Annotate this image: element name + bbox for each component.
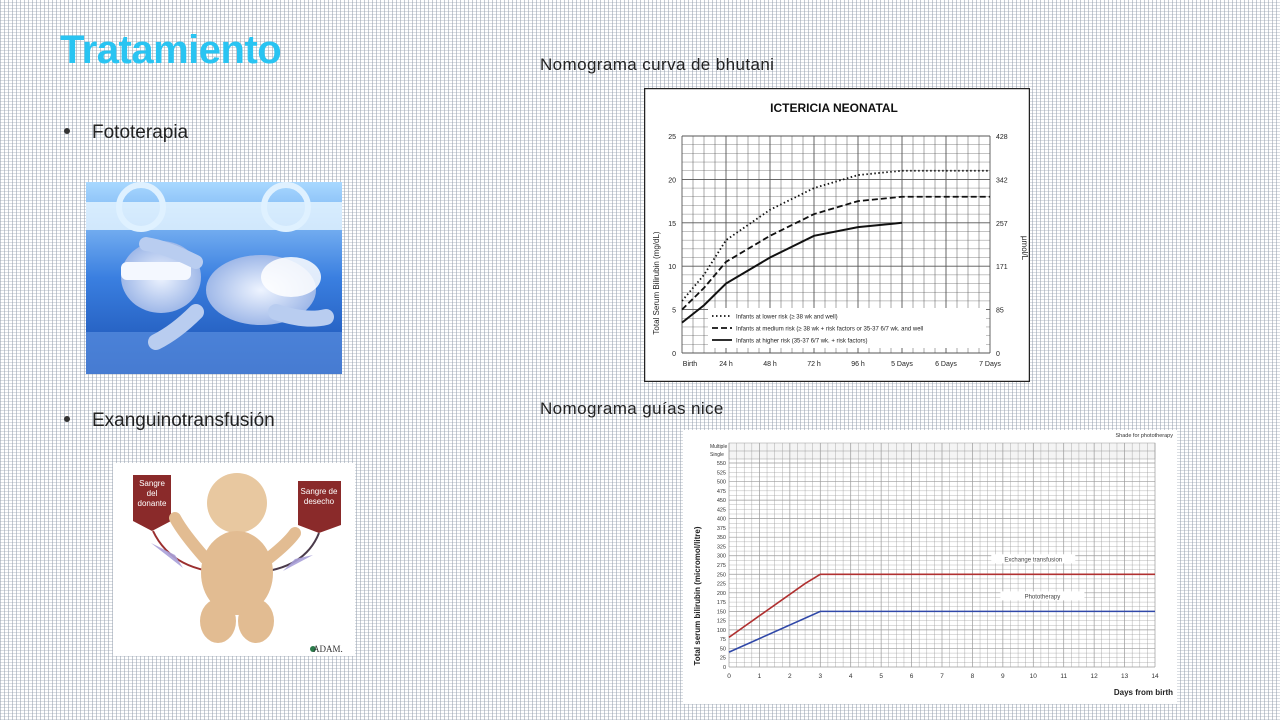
y-tick-label: 300 [717, 554, 726, 560]
y2-tick-label: 257 [996, 221, 1008, 228]
y-tick-label: 75 [720, 637, 726, 643]
chart-title: ICTERICIA NEONATAL [770, 101, 898, 115]
y-tick-label: 10 [668, 264, 676, 271]
x-tick-label: 24 h [719, 361, 733, 368]
y-tick-label: 350 [717, 535, 726, 541]
y-tick-label: 550 [717, 461, 726, 467]
bullet-text: Exanguinotransfusión [92, 410, 275, 431]
row-label-multiple: Multiple [710, 444, 727, 450]
series-label-bg [1000, 591, 1085, 601]
y-tick-label: 250 [717, 572, 726, 578]
label-waste-blood: Sangre de desecho [300, 487, 338, 506]
x-tick-label: 6 Days [935, 361, 957, 368]
x-tick-label: 8 [971, 673, 975, 680]
y-tick-label: 500 [717, 480, 726, 486]
x-tick-label: 1 [758, 673, 762, 680]
y-tick-label: 25 [720, 656, 726, 662]
caption-nice: Nomograma guías nice [540, 399, 724, 418]
exchange-transfusion-illustration [113, 463, 355, 656]
y-tick-label: 200 [717, 591, 726, 597]
series-line-solid [681, 221, 903, 324]
y-axis-label: Total serum bilirubin (micromol/litre) [693, 526, 702, 665]
series-line [728, 610, 1155, 653]
y-tick-label: 100 [717, 628, 726, 634]
y-tick-label: 425 [717, 507, 726, 513]
x-tick-label: 72 h [807, 361, 821, 368]
y2-tick-label: 0 [996, 351, 1000, 358]
series-label: Phototherapy [1025, 594, 1061, 600]
y2-tick-label: 85 [996, 308, 1004, 315]
y-tick-label: 25 [668, 134, 676, 141]
y-axis-label: Total Serum Bilirubin (mg/dL) [652, 231, 661, 334]
y-tick-label: 325 [717, 544, 726, 550]
y-tick-label: 475 [717, 489, 726, 495]
legend-entry: Infants at lower risk (≥ 38 wk and well) [736, 315, 838, 321]
x-tick-label: 4 [849, 673, 853, 680]
y-tick-label: 275 [717, 563, 726, 569]
legend-box [708, 308, 986, 348]
adam-brand-logo: ADAM. [313, 644, 343, 654]
y-tick-label: 400 [717, 517, 726, 523]
x-tick-label: 10 [1030, 673, 1038, 680]
x-tick-label: 13 [1121, 673, 1129, 680]
x-tick-label: 9 [1001, 673, 1005, 680]
x-tick-label: 3 [818, 673, 822, 680]
y-tick-label: 50 [720, 646, 726, 652]
y-tick-label: 0 [723, 665, 726, 671]
series-label: Exchange transfusion [1004, 557, 1062, 563]
x-tick-label: 5 [879, 673, 883, 680]
x-tick-label: 6 [910, 673, 914, 680]
page-title: Tratamiento [60, 28, 282, 72]
y-tick-label: 125 [717, 619, 726, 625]
y-tick-label: 525 [717, 470, 726, 476]
y2-tick-label: 171 [996, 264, 1008, 271]
series-line [728, 573, 1155, 638]
y-tick-label: 450 [717, 498, 726, 504]
x-tick-label: 96 h [851, 361, 865, 368]
x-axis-label: Days from birth [1114, 688, 1173, 697]
x-tick-label: 2 [788, 673, 792, 680]
bhutani-chart: ICTERICIA NEONATAL 0 0 5 85 10 171 15 257 20 342 2… [644, 88, 1030, 382]
x-tick-label: 48 h [763, 361, 777, 368]
y2-tick-label: 428 [996, 134, 1008, 141]
bullet-dot-icon [64, 127, 70, 134]
y2-tick-label: 342 [996, 177, 1008, 184]
x-tick-label: 0 [727, 673, 731, 680]
series-line-dashed [681, 195, 990, 311]
legend-entry: Infants at higher risk (35-37 6/7 wk. + … [736, 339, 868, 345]
x-tick-label: 5 Days [891, 361, 913, 368]
x-tick-label: 12 [1091, 673, 1099, 680]
row-label-single: Single [710, 452, 724, 458]
y2-axis-label: µmol/L [1020, 236, 1029, 261]
series-label-bg [991, 554, 1076, 564]
shade-note: Shade for phototherapy [1116, 433, 1174, 439]
y-tick-label: 175 [717, 600, 726, 606]
bullet-exanguinotransfusion: Exanguinotransfusión [64, 410, 275, 432]
caption-bhutani: Nomograma curva de bhutani [540, 55, 775, 74]
y-tick-label: 20 [668, 177, 676, 184]
bullet-dot-icon [64, 415, 70, 422]
series-line-dotted [681, 169, 990, 302]
y-tick-label: 0 [672, 351, 676, 358]
exchange-transfusion-panel: Sangre del donante Sangre de desecho ADA… [113, 463, 355, 656]
bullet-fototerapia: Fototerapia [64, 122, 188, 144]
x-tick-label: Birth [683, 361, 698, 368]
x-tick-label: 11 [1060, 673, 1067, 680]
y-tick-label: 150 [717, 609, 726, 615]
y-tick-label: 225 [717, 582, 726, 588]
y-tick-label: 5 [672, 308, 676, 315]
legend-entry: Infants at medium risk (≥ 38 wk + risk f… [736, 327, 923, 333]
x-tick-label: 7 [940, 673, 944, 680]
x-tick-label: 14 [1151, 673, 1159, 680]
label-donor-blood: Sangre del donante [137, 479, 167, 508]
x-tick-label: 7 Days [979, 361, 1001, 368]
nice-chart: Shade for phototherapy Multiple Single 0… [683, 430, 1177, 704]
newborn-phototherapy-photo [86, 182, 342, 374]
y-tick-label: 15 [668, 221, 676, 228]
y-tick-label: 375 [717, 526, 726, 532]
bullet-text: Fototerapia [92, 122, 189, 143]
